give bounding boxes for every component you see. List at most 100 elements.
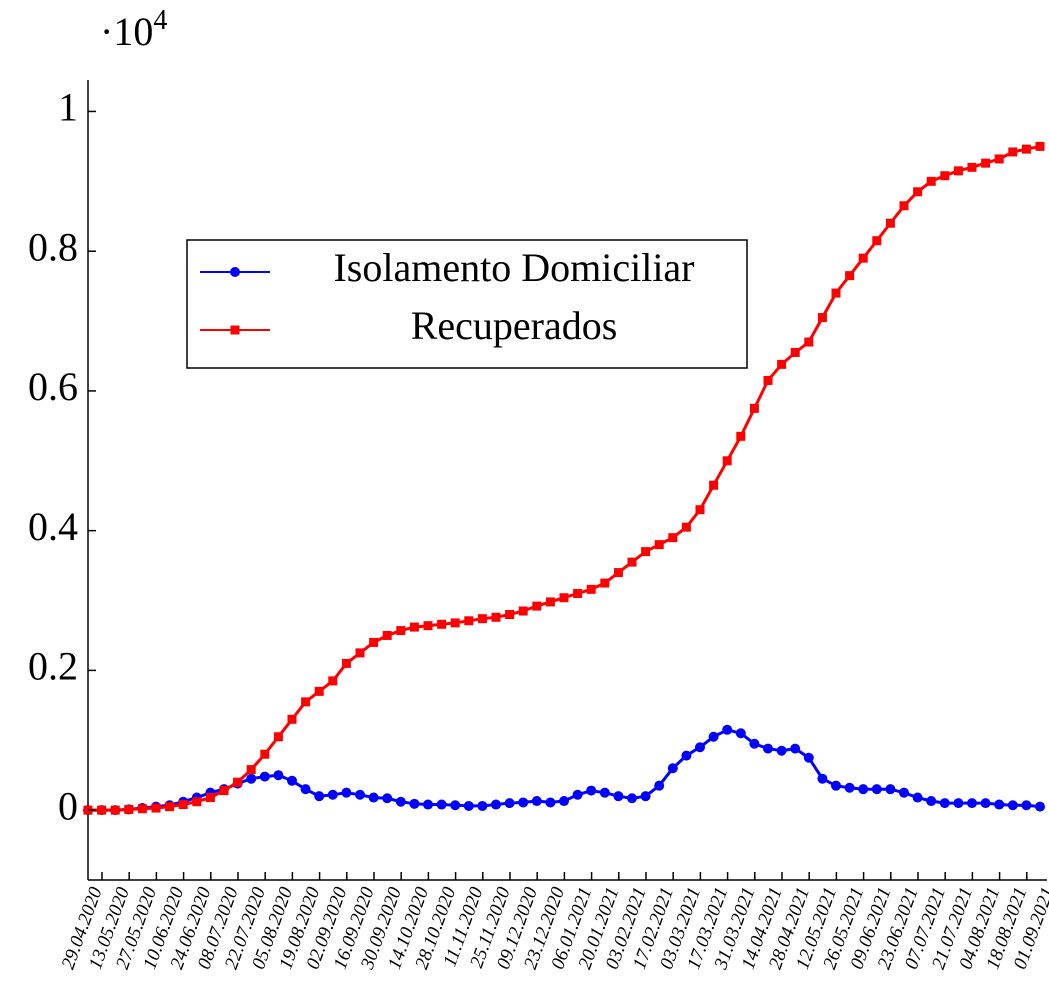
marker <box>817 313 827 323</box>
marker <box>395 796 406 807</box>
marker <box>681 750 692 761</box>
legend-label: Isolamento Domiciliar <box>333 245 694 290</box>
marker <box>259 771 270 782</box>
marker <box>613 791 624 802</box>
marker <box>763 375 773 385</box>
marker <box>287 775 297 786</box>
marker <box>967 798 977 809</box>
marker <box>205 793 215 803</box>
marker <box>382 630 392 640</box>
marker <box>137 804 147 814</box>
marker <box>219 786 229 796</box>
marker <box>464 616 474 626</box>
y-tick-label: 0.2 <box>28 644 78 689</box>
marker <box>845 271 855 281</box>
marker <box>668 533 678 543</box>
marker <box>722 724 733 735</box>
marker <box>763 743 773 754</box>
marker <box>1007 800 1018 811</box>
marker <box>505 609 515 619</box>
legend: Isolamento Domiciliar Recuperados <box>186 239 748 369</box>
marker <box>396 626 406 636</box>
marker <box>613 568 623 578</box>
marker <box>586 584 596 594</box>
marker <box>436 799 447 810</box>
marker <box>599 787 610 798</box>
marker <box>531 796 542 807</box>
marker <box>328 676 338 686</box>
marker <box>532 601 542 611</box>
marker <box>314 686 324 696</box>
marker <box>654 780 665 791</box>
marker <box>246 765 256 775</box>
marker <box>695 742 705 753</box>
marker <box>1035 141 1045 151</box>
marker <box>899 201 909 211</box>
marker <box>885 784 896 795</box>
marker <box>300 784 311 795</box>
marker <box>1008 147 1018 157</box>
marker <box>803 752 814 763</box>
marker <box>736 431 746 441</box>
marker <box>600 578 610 588</box>
marker <box>491 612 501 622</box>
marker <box>382 793 393 804</box>
marker <box>477 614 487 624</box>
marker <box>1035 801 1045 812</box>
y-multiplier-base: ·10 <box>100 9 153 54</box>
y-tick-label: 1 <box>58 85 78 130</box>
marker <box>926 176 936 186</box>
y-tick-label: 0 <box>58 783 78 828</box>
marker <box>913 187 923 197</box>
marker <box>627 557 637 567</box>
marker <box>369 637 379 647</box>
marker <box>872 236 882 246</box>
y-tick-label: 0.6 <box>28 364 78 409</box>
marker <box>640 791 651 802</box>
marker <box>912 792 923 803</box>
marker <box>722 456 732 466</box>
marker <box>953 166 963 176</box>
marker <box>559 593 569 603</box>
marker <box>790 347 800 357</box>
marker <box>409 798 420 809</box>
marker <box>899 787 909 798</box>
marker <box>776 745 787 756</box>
marker <box>749 403 759 413</box>
marker <box>573 589 583 599</box>
marker <box>165 802 175 812</box>
marker <box>572 789 583 800</box>
marker <box>545 797 556 808</box>
marker <box>355 648 365 658</box>
marker <box>450 618 460 628</box>
marker <box>981 158 991 168</box>
marker <box>273 732 283 742</box>
marker <box>260 749 270 759</box>
marker <box>858 253 868 263</box>
marker <box>790 743 801 754</box>
marker <box>627 793 637 804</box>
marker <box>273 770 284 781</box>
marker <box>463 800 474 811</box>
marker <box>967 162 977 172</box>
y-tick-label: 0.8 <box>28 224 78 269</box>
marker <box>178 800 188 810</box>
marker <box>858 784 869 795</box>
marker <box>409 622 419 632</box>
marker <box>477 800 488 811</box>
marker <box>777 359 787 369</box>
marker <box>695 505 705 515</box>
marker <box>450 800 461 811</box>
marker <box>980 798 991 809</box>
y-tick-label: 0.4 <box>28 504 78 549</box>
marker <box>831 288 841 298</box>
marker <box>518 797 529 808</box>
marker <box>341 658 351 668</box>
marker <box>926 796 937 807</box>
marker <box>953 798 964 809</box>
marker <box>559 796 569 807</box>
marker <box>681 522 691 532</box>
marker <box>804 337 814 347</box>
marker <box>844 782 855 793</box>
